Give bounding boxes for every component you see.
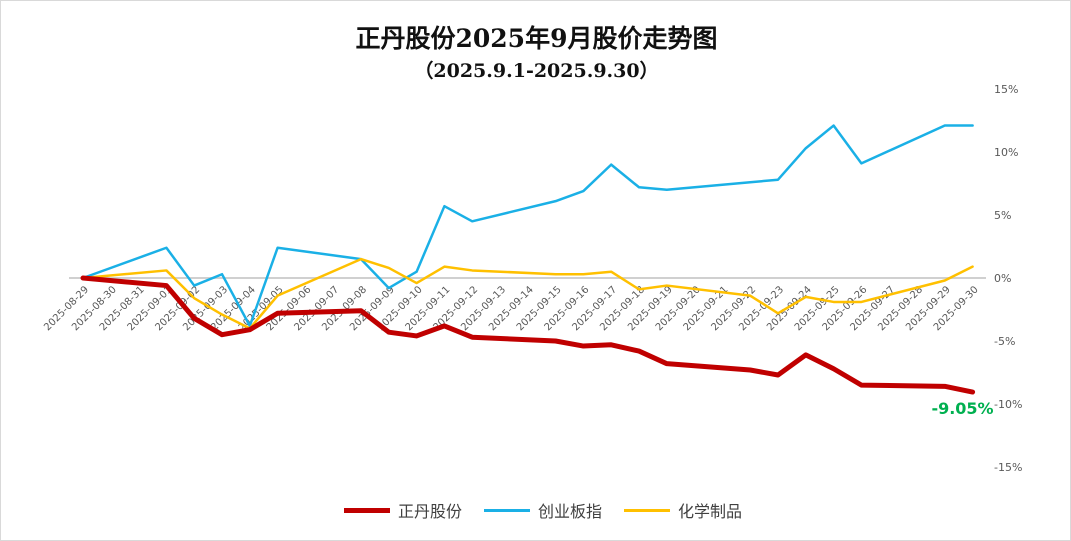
data-point: [972, 266, 974, 268]
data-point: [610, 271, 612, 273]
data-point: [777, 312, 779, 314]
data-point: [388, 331, 390, 333]
y-tick-label: -10%: [994, 398, 1022, 411]
data-point: [582, 190, 584, 192]
data-point: [443, 266, 445, 268]
y-tick-label: 15%: [994, 83, 1018, 96]
data-point: [165, 247, 167, 249]
data-point: [610, 344, 612, 346]
data-point: [805, 296, 807, 298]
data-point: [833, 368, 835, 370]
data-point: [416, 271, 418, 273]
data-point: [860, 162, 862, 164]
data-point: [749, 369, 751, 371]
data-point: [416, 335, 418, 337]
data-point: [944, 385, 946, 387]
data-point: [749, 181, 751, 183]
data-point: [360, 258, 362, 260]
data-point: [471, 336, 473, 338]
data-point: [777, 374, 779, 376]
data-point: [582, 273, 584, 275]
legend-label: 创业板指: [538, 502, 603, 521]
last-value-label: -9.05%: [931, 399, 993, 418]
data-point: [666, 363, 668, 365]
data-point: [610, 164, 612, 166]
data-point: [638, 350, 640, 352]
data-point: [555, 340, 557, 342]
data-point: [193, 285, 195, 287]
data-point: [471, 269, 473, 271]
data-point: [277, 295, 279, 297]
y-tick-label: 5%: [994, 209, 1011, 222]
y-tick-label: -5%: [994, 335, 1015, 348]
y-tick-label: 0%: [994, 272, 1011, 285]
data-point: [221, 273, 223, 275]
data-point: [388, 267, 390, 269]
data-point: [277, 247, 279, 249]
data-point: [860, 384, 862, 386]
data-point: [972, 391, 974, 393]
chart-title: 正丹股份2025年9月股价走势图: [355, 24, 718, 53]
data-point: [360, 310, 362, 312]
legend-swatch-chemicals: [624, 508, 671, 512]
data-point: [666, 285, 668, 287]
data-point: [638, 288, 640, 290]
legend-label: 化学制品: [678, 502, 743, 521]
data-point: [666, 189, 668, 191]
data-point: [944, 125, 946, 127]
data-point: [165, 269, 167, 271]
data-point: [416, 282, 418, 284]
data-point: [638, 186, 640, 188]
y-tick-label: 10%: [994, 146, 1018, 159]
data-point: [972, 125, 974, 127]
legend-swatch-zhengdan: [344, 507, 390, 513]
data-point: [805, 354, 807, 356]
data-point: [749, 295, 751, 297]
data-point: [249, 329, 251, 331]
data-point: [249, 325, 251, 327]
data-point: [833, 125, 835, 127]
data-point: [388, 287, 390, 289]
data-point: [221, 314, 223, 316]
data-point: [193, 297, 195, 299]
data-point: [471, 220, 473, 222]
data-point: [82, 277, 84, 279]
data-point: [555, 200, 557, 202]
data-point: [221, 334, 223, 336]
data-point: [165, 285, 167, 287]
data-point: [805, 147, 807, 149]
data-point: [833, 301, 835, 303]
data-point: [193, 317, 195, 319]
chart-subtitle: （2025.9.1-2025.9.30）: [414, 60, 659, 82]
data-point: [582, 345, 584, 347]
data-point: [277, 312, 279, 314]
legend-label: 正丹股份: [398, 502, 463, 521]
data-point: [443, 205, 445, 207]
legend: 正丹股份 创业板指 化学制品: [344, 498, 742, 522]
data-point: [443, 325, 445, 327]
data-point: [944, 280, 946, 282]
legend-swatch-chinext: [484, 508, 531, 512]
y-tick-label: -15%: [994, 461, 1022, 474]
data-point: [860, 301, 862, 303]
data-point: [777, 179, 779, 181]
data-point: [555, 273, 557, 275]
